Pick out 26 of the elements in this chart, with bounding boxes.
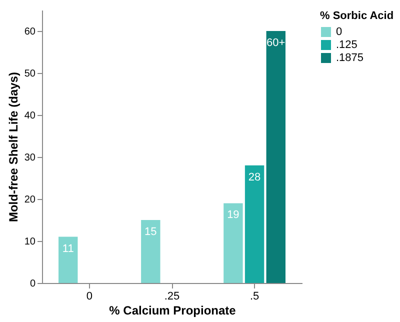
y-tick-label: 40	[24, 110, 36, 122]
legend-label: .125	[336, 39, 358, 51]
data-label: 19	[227, 209, 240, 222]
data-label: 28	[248, 171, 261, 184]
y-tick-label: 50	[24, 68, 36, 80]
legend-label: 0	[336, 26, 342, 38]
data-label: 15	[144, 226, 157, 238]
legend-title: % Sorbic Acid	[320, 10, 394, 22]
bar	[58, 236, 78, 283]
bar	[266, 31, 286, 283]
data-label: 11	[62, 242, 74, 255]
x-tick-label: .25	[164, 290, 180, 302]
legend-label: .1875	[336, 52, 364, 64]
y-tick-label: 20	[24, 194, 36, 206]
y-axis-title: Mold-free Shelf Life (days)	[6, 72, 20, 222]
y-tick-label: 30	[24, 152, 36, 164]
x-axis-title: % Calcium Propionate	[109, 304, 236, 318]
y-tick-label: 10	[24, 236, 36, 248]
x-tick-label: .5	[250, 290, 260, 302]
y-tick-label: 60	[24, 26, 36, 38]
bar	[244, 165, 264, 283]
bar	[141, 220, 160, 283]
data-label: 60+	[266, 37, 286, 49]
x-tick-label: 0	[86, 290, 93, 302]
y-tick-label: 0	[30, 278, 36, 290]
bar	[224, 203, 243, 283]
